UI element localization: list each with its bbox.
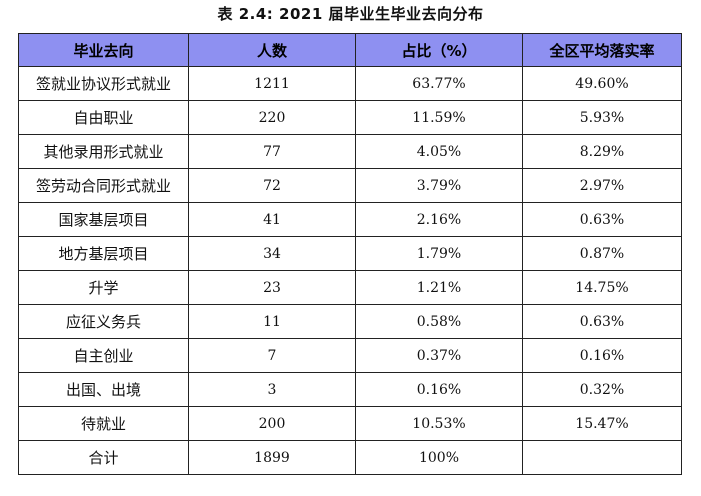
table-row: 国家基层项目 41 2.16% 0.63%	[18, 202, 682, 237]
regional-rate-cell: 0.63%	[522, 202, 682, 237]
count-cell: 72	[188, 168, 356, 203]
percentage-cell: 1.79%	[355, 236, 523, 271]
count-cell: 11	[188, 304, 356, 339]
destination-cell: 签劳动合同形式就业	[18, 168, 189, 203]
count-cell: 23	[188, 270, 356, 305]
table-row: 待就业 200 10.53% 15.47%	[18, 406, 682, 441]
header-destination: 毕业去向	[18, 33, 189, 67]
destination-cell: 自由职业	[18, 100, 189, 135]
header-percentage: 占比（%）	[355, 33, 523, 67]
table-total-row: 合计 1899 100%	[18, 440, 682, 475]
destination-cell: 应征义务兵	[18, 304, 189, 339]
destination-cell: 升学	[18, 270, 189, 305]
percentage-cell: 1.21%	[355, 270, 523, 305]
table-row: 签劳动合同形式就业 72 3.79% 2.97%	[18, 168, 682, 203]
regional-rate-cell: 8.29%	[522, 134, 682, 169]
count-cell: 200	[188, 406, 356, 441]
count-cell: 3	[188, 372, 356, 407]
destination-cell: 自主创业	[18, 338, 189, 373]
regional-rate-cell: 5.93%	[522, 100, 682, 135]
regional-rate-cell: 0.16%	[522, 338, 682, 373]
total-percentage-cell: 100%	[355, 440, 523, 475]
total-count-cell: 1899	[188, 440, 356, 475]
destination-cell: 地方基层项目	[18, 236, 189, 271]
regional-rate-cell: 2.97%	[522, 168, 682, 203]
graduate-destination-table: 毕业去向 人数 占比（%） 全区平均落实率 签就业协议形式就业 1211 63.…	[18, 33, 682, 475]
percentage-cell: 3.79%	[355, 168, 523, 203]
percentage-cell: 0.16%	[355, 372, 523, 407]
table-header-row: 毕业去向 人数 占比（%） 全区平均落实率	[18, 33, 682, 67]
percentage-cell: 10.53%	[355, 406, 523, 441]
percentage-cell: 0.37%	[355, 338, 523, 373]
table-row: 自主创业 7 0.37% 0.16%	[18, 338, 682, 373]
count-cell: 41	[188, 202, 356, 237]
percentage-cell: 2.16%	[355, 202, 523, 237]
table-row: 签就业协议形式就业 1211 63.77% 49.60%	[18, 66, 682, 101]
percentage-cell: 63.77%	[355, 66, 523, 101]
destination-cell: 其他录用形式就业	[18, 134, 189, 169]
regional-rate-cell: 49.60%	[522, 66, 682, 101]
total-label-cell: 合计	[18, 440, 189, 475]
regional-rate-cell: 14.75%	[522, 270, 682, 305]
destination-cell: 国家基层项目	[18, 202, 189, 237]
percentage-cell: 0.58%	[355, 304, 523, 339]
regional-rate-cell: 0.87%	[522, 236, 682, 271]
regional-rate-cell: 0.32%	[522, 372, 682, 407]
percentage-cell: 4.05%	[355, 134, 523, 169]
header-regional-average-rate: 全区平均落实率	[522, 33, 682, 67]
header-count: 人数	[188, 33, 356, 67]
table-caption: 表 2.4: 2021 届毕业生毕业去向分布	[217, 5, 484, 23]
table-row: 出国、出境 3 0.16% 0.32%	[18, 372, 682, 407]
count-cell: 34	[188, 236, 356, 271]
regional-rate-cell: 15.47%	[522, 406, 682, 441]
count-cell: 220	[188, 100, 356, 135]
table-row: 自由职业 220 11.59% 5.93%	[18, 100, 682, 135]
table-row: 升学 23 1.21% 14.75%	[18, 270, 682, 305]
table-row: 应征义务兵 11 0.58% 0.63%	[18, 304, 682, 339]
count-cell: 77	[188, 134, 356, 169]
table-body: 签就业协议形式就业 1211 63.77% 49.60% 自由职业 220 11…	[18, 66, 682, 475]
count-cell: 1211	[188, 66, 356, 101]
regional-rate-cell: 0.63%	[522, 304, 682, 339]
destination-cell: 签就业协议形式就业	[18, 66, 189, 101]
table-row: 地方基层项目 34 1.79% 0.87%	[18, 236, 682, 271]
destination-cell: 出国、出境	[18, 372, 189, 407]
percentage-cell: 11.59%	[355, 100, 523, 135]
count-cell: 7	[188, 338, 356, 373]
destination-cell: 待就业	[18, 406, 189, 441]
total-regional-rate-cell	[522, 440, 682, 475]
table-row: 其他录用形式就业 77 4.05% 8.29%	[18, 134, 682, 169]
